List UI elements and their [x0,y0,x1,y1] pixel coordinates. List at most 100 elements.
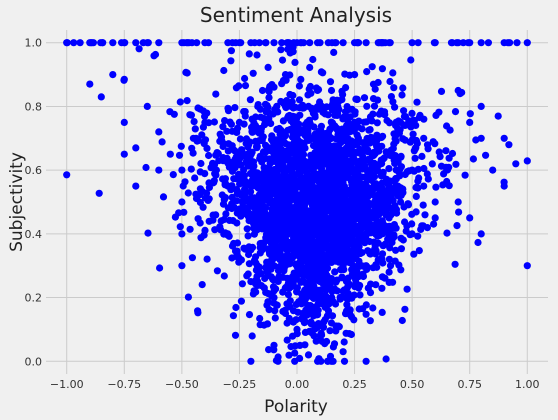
data-point [225,216,234,224]
data-point [276,262,284,271]
data-point [351,248,359,256]
data-point [323,221,331,229]
data-point [430,39,438,47]
data-point [205,119,213,127]
data-point [323,264,332,272]
data-point [367,213,376,221]
data-point [278,39,286,47]
data-point [335,128,343,136]
data-point [175,151,184,159]
data-point [367,174,375,182]
data-point [292,154,300,162]
data-point [324,111,332,119]
data-point [212,90,220,98]
data-point [237,149,245,157]
data-point [289,214,297,222]
data-point [301,328,309,336]
data-point [386,39,394,47]
data-point [304,91,312,99]
data-point [279,307,287,316]
data-point [325,207,333,215]
data-point [392,246,400,254]
data-point [351,110,359,118]
data-point [443,229,451,237]
data-point [278,80,286,88]
data-point [312,337,320,345]
data-point [300,202,309,210]
data-point [178,198,186,206]
data-point [284,45,292,53]
data-point [261,121,269,129]
data-point [359,148,367,156]
data-point [351,264,359,273]
data-point [217,226,225,234]
data-point [378,284,386,292]
data-point [263,320,272,328]
data-point [335,149,343,157]
data-point [226,118,234,126]
data-point [228,182,236,190]
data-point [233,219,241,227]
data-point [322,172,330,180]
data-point [282,173,290,181]
data-point [252,280,260,288]
data-point [277,46,285,54]
data-point [321,226,329,234]
data-point [237,212,245,220]
data-point [332,322,340,330]
data-point [324,150,332,158]
data-point [310,184,318,192]
data-point [284,291,292,299]
data-point [362,357,370,365]
y-tick-label: 0.8 [25,100,43,113]
data-point [227,57,235,65]
data-point [282,190,290,198]
data-point [341,230,349,238]
data-point [289,307,298,315]
data-point [210,118,218,126]
data-point [203,255,211,263]
data-point [205,183,213,192]
data-point [308,222,316,230]
data-point [477,134,485,142]
data-point [308,329,316,337]
data-point [255,137,263,145]
data-point [269,171,278,179]
data-point [297,297,305,305]
data-point [177,142,185,150]
data-point [512,160,520,168]
data-point [311,113,319,121]
data-point [99,39,107,47]
data-point [299,160,307,168]
data-point [505,141,513,149]
data-point [312,271,320,279]
data-point [301,257,309,265]
data-point [312,257,320,265]
data-point [330,48,338,57]
data-point [318,138,326,146]
data-point [523,262,531,270]
data-point [246,138,254,146]
y-tick-label: 1.0 [25,37,43,50]
data-point [334,217,342,225]
data-point [196,219,204,227]
data-point [401,305,409,313]
data-point [270,189,278,197]
data-point [285,254,294,262]
data-point [194,309,202,317]
data-point [382,193,390,201]
data-point [178,262,186,270]
data-point [196,168,204,176]
data-point [396,166,404,174]
data-point [301,131,309,140]
data-point [371,207,379,215]
data-point [241,82,250,90]
data-point [382,148,390,156]
data-point [350,217,358,225]
data-point [359,272,367,281]
data-point [420,182,428,190]
data-point [270,299,278,307]
data-point [431,140,439,148]
data-point [297,75,305,83]
